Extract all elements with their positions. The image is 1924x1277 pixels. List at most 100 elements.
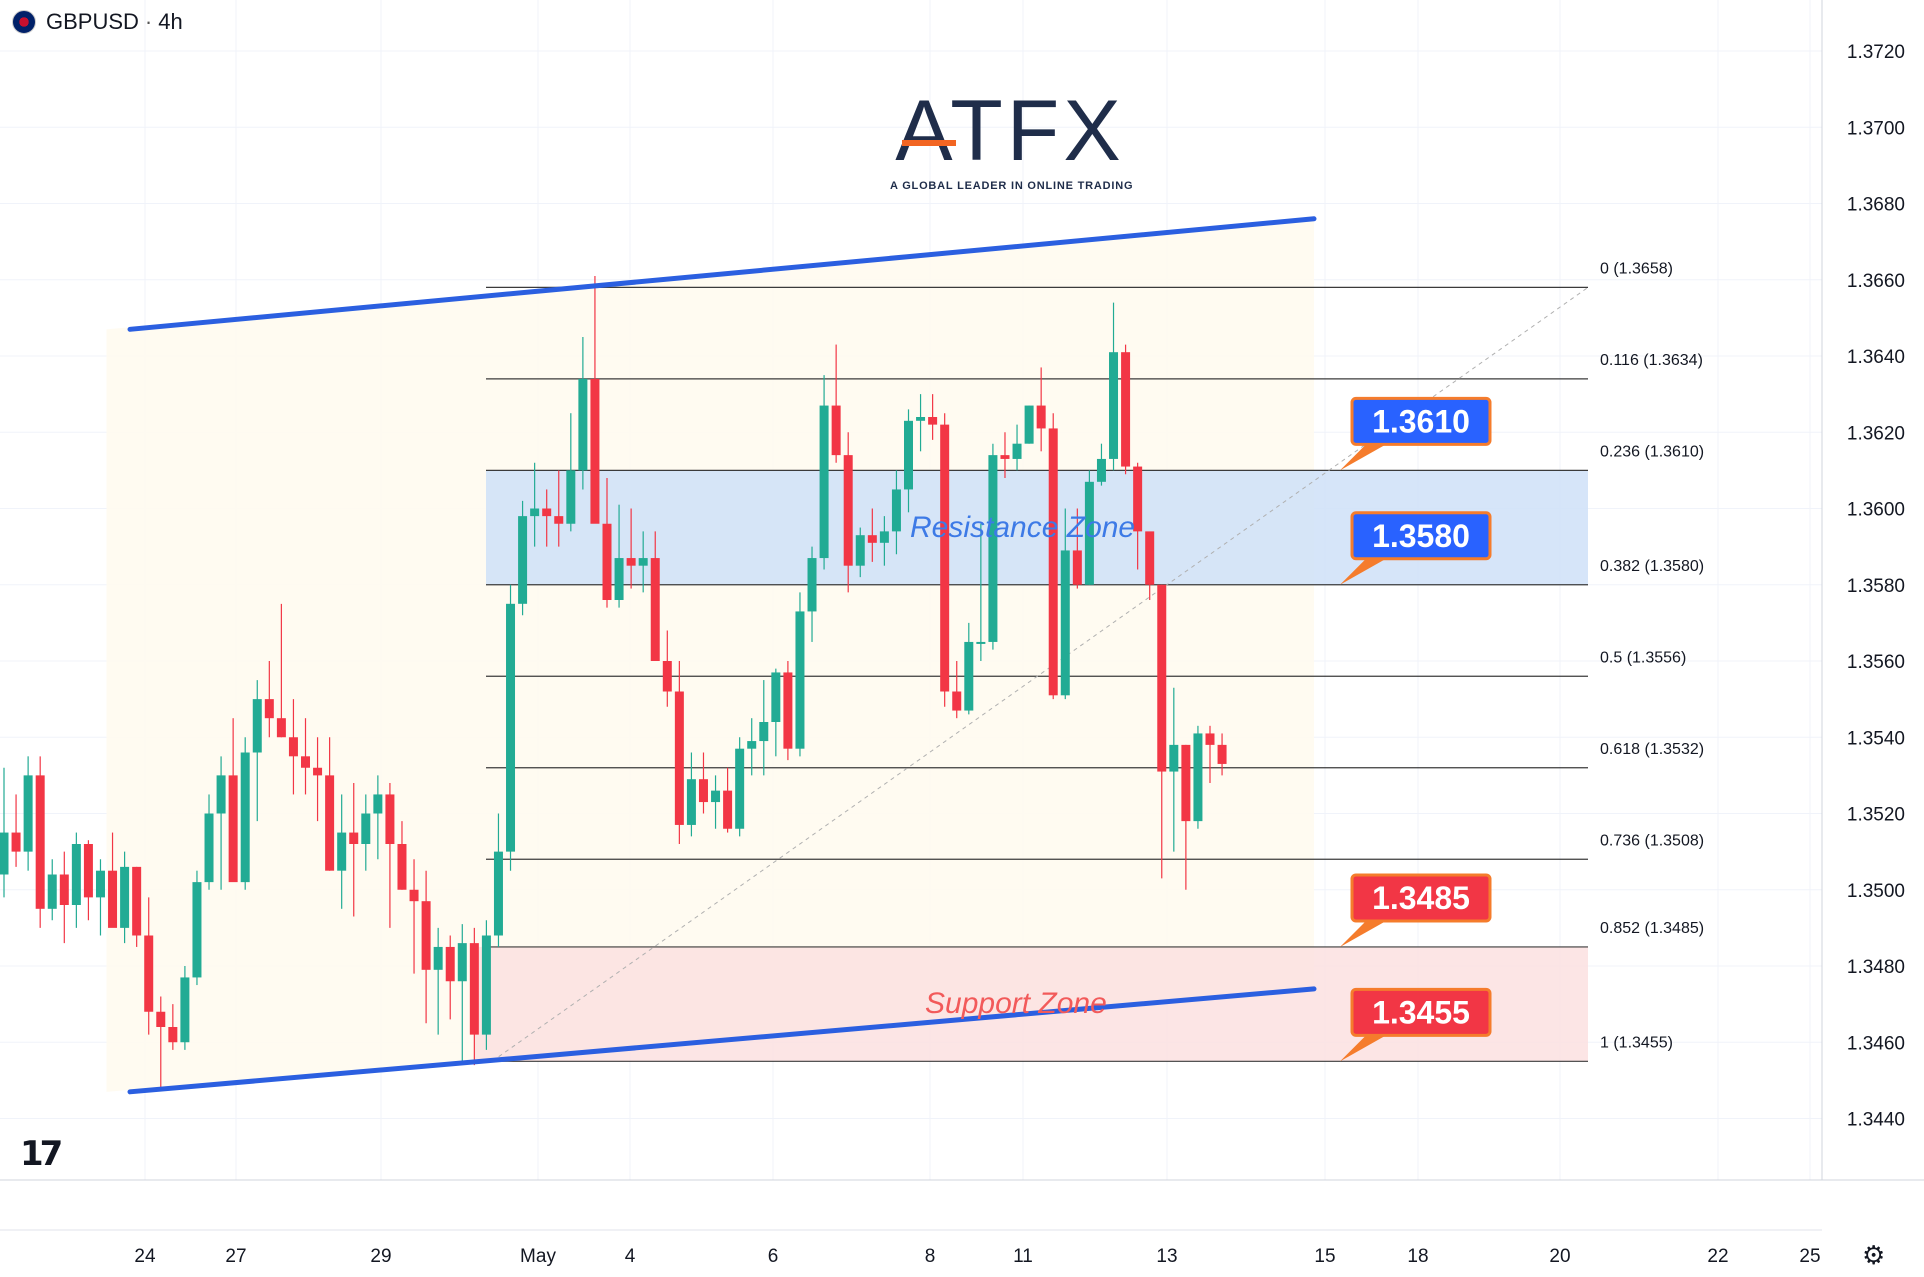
- candle-up: [180, 977, 190, 1043]
- price-tick-label: 1.3720: [1847, 42, 1905, 63]
- candle-down: [35, 775, 45, 909]
- candle-down: [1000, 455, 1010, 459]
- candle-up: [240, 752, 250, 883]
- candle-down: [59, 874, 69, 905]
- price-callout: [1350, 873, 1492, 923]
- candle-down: [1133, 466, 1143, 532]
- candle-down: [228, 775, 238, 883]
- candle-down: [783, 672, 793, 749]
- candle-up: [1084, 481, 1094, 585]
- candle-up: [493, 851, 503, 936]
- candle-down: [843, 455, 853, 566]
- time-tick-label: 27: [225, 1246, 246, 1267]
- candle-up: [771, 672, 781, 722]
- candle-down: [662, 661, 672, 692]
- candle-up: [916, 417, 926, 421]
- time-tick-label: 15: [1314, 1246, 1335, 1267]
- candle-up: [988, 455, 998, 642]
- candle-down: [264, 699, 274, 719]
- candle-up: [819, 405, 829, 559]
- symbol-label[interactable]: GBPUSD: [46, 9, 139, 34]
- candle-down: [156, 1011, 166, 1027]
- price-axis: [1822, 0, 1924, 1277]
- price-callout-label: 1.3580: [1372, 518, 1470, 554]
- candle-up: [1024, 405, 1034, 444]
- candle-down: [698, 779, 708, 803]
- candle-down: [1181, 744, 1191, 822]
- candle-down: [144, 935, 154, 1012]
- candle-down: [349, 832, 359, 844]
- time-tick-label: 4: [625, 1246, 636, 1267]
- header-separator: ·: [144, 9, 153, 34]
- fib-level-label: 0.618 (1.3532): [1600, 741, 1704, 758]
- price-tick-label: 1.3520: [1847, 805, 1905, 826]
- callout-pointer: [1340, 920, 1386, 947]
- candle-up: [361, 813, 371, 844]
- price-tick-label: 1.3440: [1847, 1110, 1905, 1131]
- candle-down: [385, 794, 395, 844]
- support-zone-label: Support Zone: [925, 987, 1107, 1020]
- candle-up: [1109, 352, 1119, 459]
- candle-up: [95, 870, 105, 898]
- tradingview-logo-icon[interactable]: 17: [20, 1134, 63, 1174]
- candle-up: [506, 603, 516, 852]
- price-tick-label: 1.3620: [1847, 423, 1905, 444]
- time-tick-label: 13: [1156, 1246, 1177, 1267]
- candle-up: [686, 779, 696, 825]
- price-tick-label: 1.3640: [1847, 347, 1905, 368]
- candle-down: [554, 516, 564, 524]
- candle-down: [940, 424, 950, 692]
- timeframe-label[interactable]: 4h: [158, 9, 183, 34]
- candle-up: [891, 489, 901, 532]
- time-tick-label: 8: [925, 1246, 936, 1267]
- candle-up: [1193, 733, 1203, 822]
- fib-level-label: 0.736 (1.3508): [1600, 832, 1704, 849]
- candle-up: [120, 866, 130, 928]
- candle-down: [867, 535, 877, 543]
- price-tick-label: 1.3700: [1847, 118, 1905, 139]
- fib-level-label: 0.852 (1.3485): [1600, 920, 1704, 937]
- fib-level-label: 1 (1.3455): [1600, 1034, 1673, 1051]
- candle-down: [1157, 584, 1167, 772]
- time-tick-label: 18: [1407, 1246, 1428, 1267]
- time-tick-label: May: [520, 1246, 556, 1267]
- time-tick-label: 22: [1707, 1246, 1728, 1267]
- price-tick-label: 1.3500: [1847, 881, 1905, 902]
- atfx-logo-accent: [902, 140, 956, 146]
- candle-down: [276, 718, 286, 738]
- candle-down: [831, 405, 841, 456]
- candle-up: [23, 775, 33, 852]
- candle-down: [325, 775, 335, 871]
- candle-down: [83, 844, 93, 898]
- candle-down: [469, 943, 479, 1035]
- candle-up: [759, 722, 769, 742]
- trendline-lower: [127, 986, 1317, 1095]
- fib-level-label: 0 (1.3658): [1600, 260, 1673, 277]
- fib-level-label: 0.116 (1.3634): [1600, 352, 1703, 369]
- candle-up: [192, 882, 202, 978]
- candle-up: [735, 748, 745, 829]
- candle-up: [1060, 550, 1070, 696]
- price-tick-label: 1.3460: [1847, 1033, 1905, 1054]
- candle-down: [602, 523, 612, 600]
- fib-level-label: 0.382 (1.3580): [1600, 558, 1704, 575]
- candle-up: [47, 874, 57, 909]
- candle-up: [337, 832, 347, 871]
- candle-down: [1036, 405, 1046, 429]
- candle-down: [409, 889, 419, 902]
- candle-up: [795, 611, 805, 749]
- price-callout-label: 1.3610: [1372, 403, 1470, 439]
- atfx-logo: ATFX A GLOBAL LEADER IN ONLINE TRADING: [890, 88, 1134, 192]
- candle-down: [421, 901, 431, 970]
- atfx-tagline: A GLOBAL LEADER IN ONLINE TRADING: [890, 180, 1134, 192]
- candle-up: [0, 832, 9, 875]
- price-tick-label: 1.3480: [1847, 957, 1905, 978]
- candle-down: [11, 832, 21, 852]
- time-tick-label: 11: [1013, 1246, 1033, 1267]
- candle-up: [457, 943, 467, 982]
- gear-icon[interactable]: ⚙: [1862, 1241, 1886, 1271]
- candle-down: [1205, 733, 1215, 745]
- price-callout: [1350, 987, 1492, 1037]
